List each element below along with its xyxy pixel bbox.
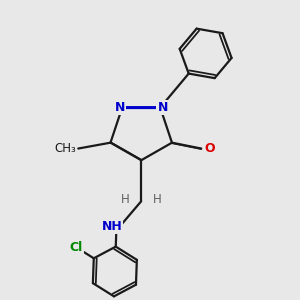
Text: H: H	[121, 193, 130, 206]
Text: N: N	[115, 101, 125, 114]
Text: H: H	[153, 193, 162, 206]
Text: Cl: Cl	[70, 241, 83, 254]
Text: NH: NH	[102, 220, 122, 233]
Text: O: O	[205, 142, 215, 155]
Text: CH₃: CH₃	[54, 142, 76, 155]
Text: N: N	[158, 101, 168, 114]
